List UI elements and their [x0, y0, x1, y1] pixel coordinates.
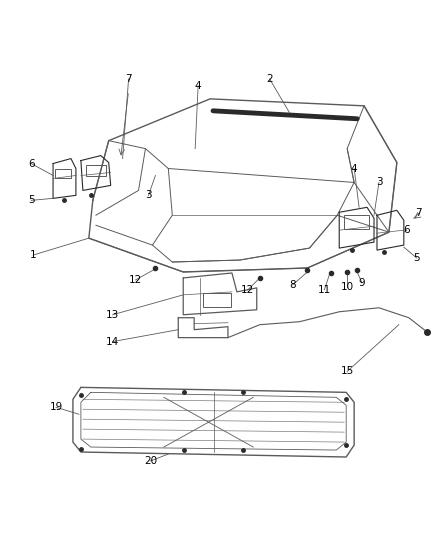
Text: 1: 1 — [30, 250, 36, 260]
Text: 2: 2 — [266, 74, 273, 84]
Text: 9: 9 — [359, 278, 365, 288]
Text: 4: 4 — [351, 164, 357, 174]
Text: 20: 20 — [144, 456, 157, 466]
Text: 14: 14 — [106, 337, 119, 346]
Bar — [344, 215, 368, 229]
Text: 7: 7 — [415, 208, 422, 219]
Text: 12: 12 — [129, 275, 142, 285]
Text: 15: 15 — [341, 367, 354, 376]
Bar — [203, 293, 231, 307]
Text: 13: 13 — [106, 310, 119, 320]
Text: 19: 19 — [49, 402, 63, 412]
Bar — [55, 168, 71, 179]
Text: 5: 5 — [413, 253, 420, 263]
Text: 6: 6 — [403, 225, 410, 235]
Text: 5: 5 — [28, 196, 35, 205]
Text: 3: 3 — [376, 177, 382, 188]
Bar — [86, 165, 106, 176]
Text: 4: 4 — [195, 81, 201, 91]
Text: 11: 11 — [318, 285, 331, 295]
Text: 12: 12 — [241, 285, 254, 295]
Text: 8: 8 — [289, 280, 296, 290]
Text: 10: 10 — [341, 282, 354, 292]
Text: 7: 7 — [125, 74, 132, 84]
Text: 6: 6 — [28, 158, 35, 168]
Text: 3: 3 — [145, 190, 152, 200]
